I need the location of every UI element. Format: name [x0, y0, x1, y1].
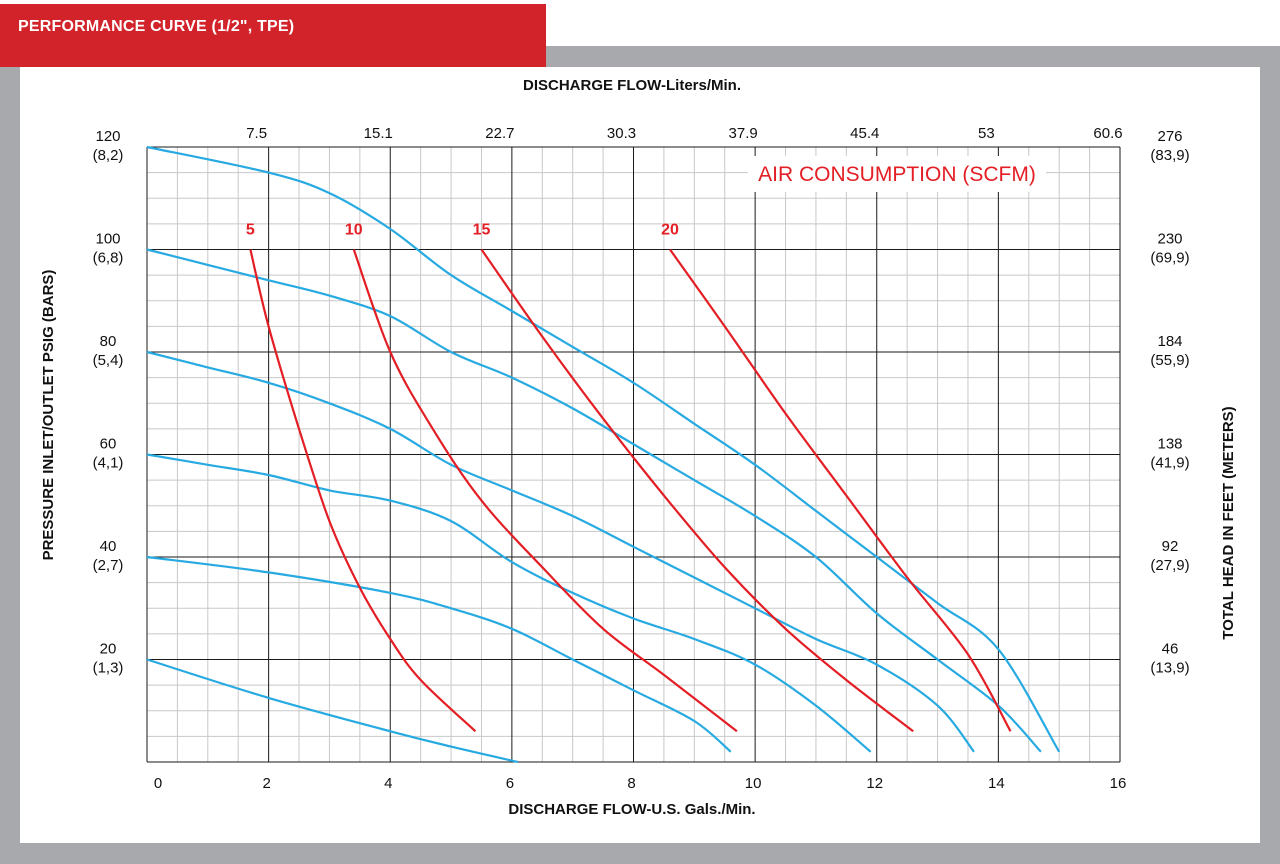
left-tick-sublabel: (5,4) [93, 352, 124, 369]
right-tick-sublabel: (83,9) [1150, 147, 1189, 164]
pump-curve-80-psi [146, 350, 975, 753]
air-curve-label: 10 [345, 222, 363, 239]
air-curve-20-scfm [669, 248, 1012, 732]
top-tick-label: 60.6 [1093, 125, 1122, 142]
top-axis-title: DISCHARGE FLOW-Liters/Min. [523, 77, 741, 94]
chart-grid [146, 146, 1121, 763]
pump-curve-120-psi [146, 145, 1061, 753]
air-curve-5-scfm [249, 249, 477, 733]
page-title: PERFORMANCE CURVE (1/2", TPE) [18, 18, 295, 35]
title-bar: PERFORMANCE CURVE (1/2", TPE) [0, 4, 546, 67]
air-curve-10-scfm [352, 249, 738, 733]
right-tick-sublabel: (13,9) [1150, 660, 1189, 677]
x-tick-label: 4 [384, 775, 392, 792]
x-tick-label: 14 [988, 775, 1005, 792]
right-tick-label: 230 [1157, 231, 1182, 248]
pump-curve-40-psi [146, 555, 732, 753]
chart-curves [146, 145, 1061, 764]
left-tick-label: 40 [100, 538, 117, 555]
right-tick-sublabel: (55,9) [1150, 352, 1189, 369]
x-tick-label: 6 [506, 775, 514, 792]
left-tick-label: 100 [95, 231, 120, 248]
x-tick-label: 0 [154, 775, 162, 792]
pump-curve-20-psi [146, 658, 519, 764]
air-title-background [748, 156, 1046, 192]
top-tick-label: 30.3 [607, 125, 636, 142]
y-axis-title-right: TOTAL HEAD IN FEET (METERS) [1220, 406, 1237, 639]
chart-labels: DISCHARGE FLOW-Liters/Min. DISCHARGE FLO… [40, 77, 1237, 818]
top-tick-label: 37.9 [729, 125, 758, 142]
top-tick-label: 45.4 [850, 125, 879, 142]
air-consumption-title: AIR CONSUMPTION (SCFM) [758, 163, 1036, 186]
right-tick-sublabel: (41,9) [1150, 455, 1189, 472]
x-tick-label: 12 [866, 775, 883, 792]
x-tick-label: 2 [262, 775, 270, 792]
left-tick-label: 120 [95, 128, 120, 145]
air-curve-label: 15 [473, 222, 491, 239]
left-tick-sublabel: (1,3) [93, 660, 124, 677]
x-axis-title: DISCHARGE FLOW-U.S. Gals./Min. [508, 801, 755, 818]
top-tick-label: 53 [978, 125, 995, 142]
x-tick-label: 8 [627, 775, 635, 792]
right-tick-label: 138 [1157, 436, 1182, 453]
right-tick-label: 276 [1157, 128, 1182, 145]
air-curve-label: 5 [246, 222, 255, 239]
pump-curve-60-psi [146, 453, 872, 753]
left-tick-sublabel: (4,1) [93, 455, 124, 472]
right-tick-label: 46 [1162, 641, 1179, 658]
left-tick-sublabel: (2,7) [93, 557, 124, 574]
right-tick-label: 184 [1157, 333, 1182, 350]
left-tick-label: 80 [100, 333, 117, 350]
x-tick-label: 16 [1110, 775, 1127, 792]
left-tick-label: 20 [100, 641, 117, 658]
right-tick-sublabel: (69,9) [1150, 250, 1189, 267]
air-curve-label: 20 [661, 222, 679, 239]
left-tick-sublabel: (6,8) [93, 250, 124, 267]
top-tick-label: 7.5 [246, 125, 267, 142]
air-curve-15-scfm [480, 248, 914, 733]
right-tick-label: 92 [1162, 538, 1179, 555]
top-tick-label: 15.1 [364, 125, 393, 142]
left-tick-sublabel: (8,2) [93, 147, 124, 164]
top-tick-label: 22.7 [485, 125, 514, 142]
left-tick-label: 60 [100, 436, 117, 453]
x-tick-label: 10 [745, 775, 762, 792]
y-axis-title-left: PRESSURE INLET/OUTLET PSIG (BARS) [40, 270, 57, 561]
right-tick-sublabel: (27,9) [1150, 557, 1189, 574]
